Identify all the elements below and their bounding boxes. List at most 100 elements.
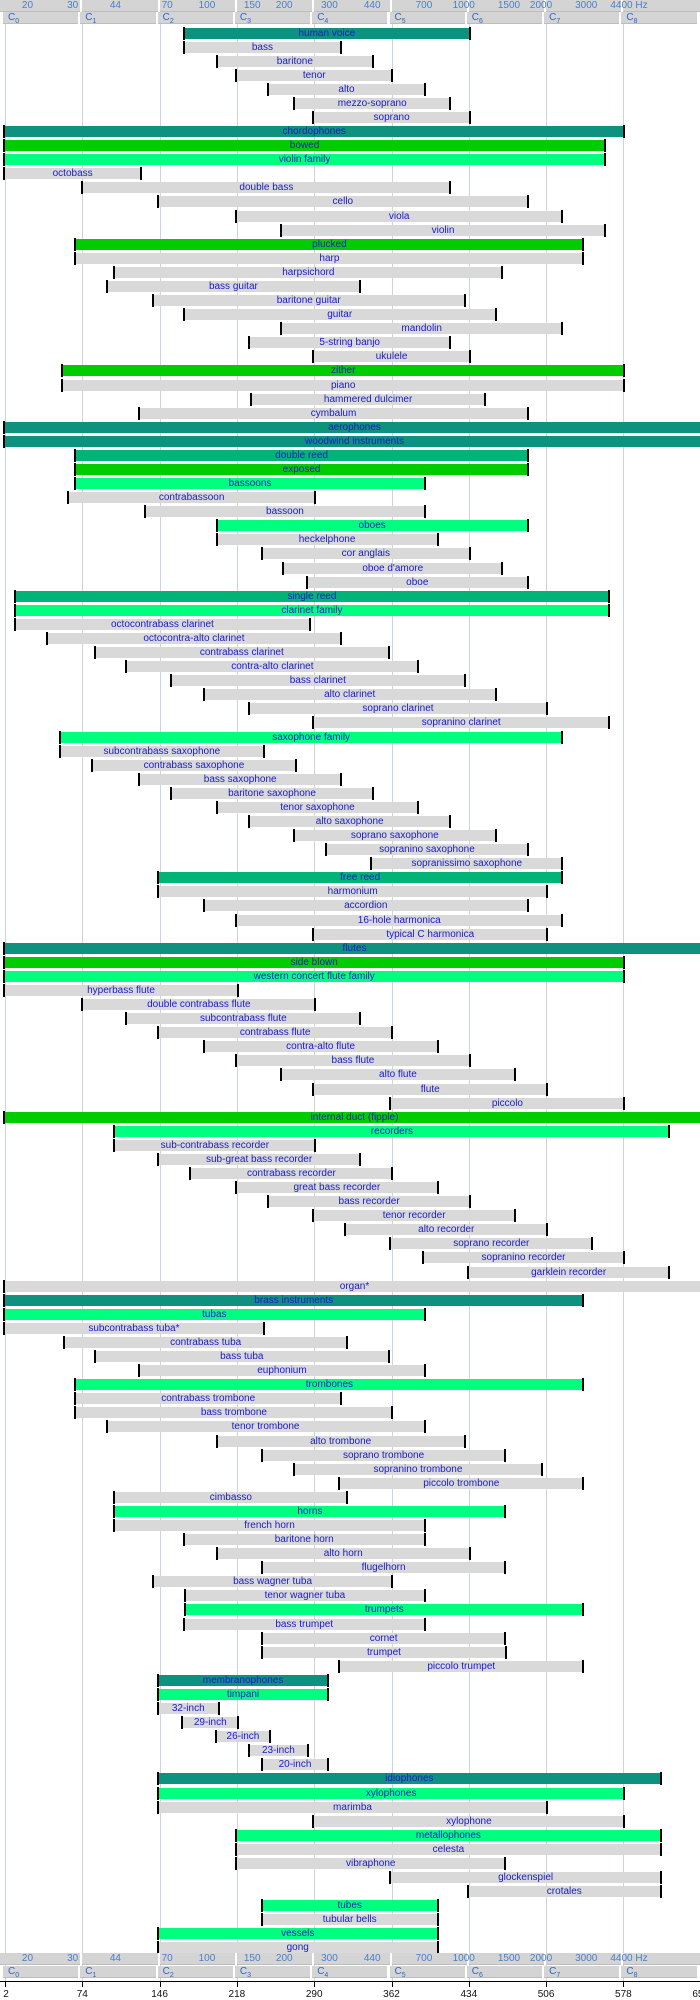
bar-start-tick [3,153,5,167]
bar-start-tick [151,1575,154,1589]
frequency-tick-label: 1500 [497,1953,521,1964]
bar-end-tick [526,406,529,420]
bar-end-tick [423,1617,426,1631]
bar-end-tick [668,1265,671,1279]
bar-fill [127,661,418,673]
range-bar-free-reed: free reed [156,871,564,885]
bar-label: 20-inch [278,1759,312,1771]
octave-label: C8 [626,12,638,25]
bar-fill [217,801,418,813]
range-bar-octobass: octobass [3,167,143,181]
bar-fill [5,1322,263,1334]
octave-gridline [546,24,548,1981]
bar-fill [115,1519,424,1531]
bar-start-tick [421,1251,424,1265]
bar-label: harpsichord [282,266,335,278]
range-bar-32-inch: 32-inch [156,1702,220,1716]
ruler-number: 434 [460,1989,478,2000]
bar-start-tick [267,1195,270,1209]
range-bar-horns: horns [113,1504,507,1518]
bar-label: oboes [358,520,386,532]
bar-start-tick [3,1110,5,1124]
bar-label: double bass [239,182,294,194]
bar-start-tick [58,744,61,758]
bar-fill [76,463,527,475]
octave-boundary-gap [621,0,624,12]
bar-label: bass wagner tuba [233,1576,313,1588]
bar-start-tick [280,1068,282,1082]
bar-end-tick [468,1547,471,1561]
range-bar-double-bass: double bass [81,181,452,195]
bar-start-tick [3,167,5,181]
range-bar-tenor-recorder: tenor recorder [312,1209,516,1223]
range-bar-vibraphone: vibraphone [235,1856,507,1870]
bar-start-tick [151,294,154,308]
bar-end-tick [582,1293,585,1307]
frequency-tick-label: 200 [275,1953,293,1964]
bar-start-tick [215,800,218,814]
bar-label: guitar [327,309,353,321]
ruler-number: 362 [383,1989,400,2000]
octave-boundary-gap [466,0,469,12]
bar-fill [391,1238,592,1250]
bar-end-tick [387,1350,390,1364]
octave-label: C6 [471,1966,483,1979]
octave-label: C4 [317,1966,329,1979]
octave-cell-c3: C3 [234,1966,311,1979]
bar-end-tick [504,1856,507,1870]
bar-end-tick [513,1068,516,1082]
frequency-tick-label: 300 [321,1953,338,1964]
range-bar-octocontrabass-clarinet: octocontrabass clarinet [13,617,312,631]
bar-fill [158,1787,624,1799]
bar-fill [314,1210,514,1222]
bar-end-tick [468,350,471,364]
range-bar-contrabass-clarinet: contrabass clarinet [94,646,390,660]
octave-boundary-gap [544,0,547,12]
octave-cell-c6: C6 [466,12,543,25]
octave-gridline [5,24,6,1981]
bar-start-tick [215,519,218,533]
bar-label: contrabass tuba [170,1336,242,1348]
frequency-tick-label: 20 [21,1953,34,1964]
bar-start-tick [260,1913,263,1927]
bar-fill [68,492,315,504]
octave-label: C1 [85,1966,97,1979]
bar-fill [262,1646,506,1658]
bar-end-tick [327,1687,330,1701]
bar-label: idiophones [385,1773,434,1785]
bar-start-tick [81,998,84,1012]
octave-cell-c4: C4 [312,1966,388,1979]
bar-end-tick [561,913,564,927]
bar-end-tick [623,955,626,969]
bar-label: garklein recorder [531,1266,607,1278]
frequency-tick-label: 30 [67,1953,79,1964]
bar-end-tick [546,702,549,716]
bar-end-tick [608,603,611,617]
bar-end-tick [237,1716,240,1730]
bar-fill [237,1182,437,1194]
bar-start-tick [3,983,5,997]
range-bar-organ: organ* [3,1279,700,1293]
bar-start-tick [169,786,172,800]
bar-end-tick [449,96,452,110]
bar-label: contrabassoon [158,492,225,504]
bar-start-tick [156,1702,159,1716]
bar-label: piccolo [491,1097,523,1109]
bar-label: piano [330,379,356,391]
bar-end-tick [623,364,626,378]
bar-end-tick [417,660,420,674]
range-bar-mandolin: mandolin [280,322,564,336]
bar-start-tick [74,251,77,265]
bar-start-tick [3,1293,5,1307]
bar-label: recorders [370,1125,414,1137]
bar-fill [107,280,360,292]
range-bar-exposed: exposed [74,462,529,476]
bar-start-tick [235,1181,238,1195]
range-bar-saxophone-family: saxophone family [58,730,564,744]
bar-fill [158,1801,547,1813]
bar-start-tick [182,308,185,322]
bar-label: sopranino trombone [373,1463,463,1475]
bar-fill [183,1717,238,1729]
range-bar-contrabass-saxophone: contrabass saxophone [91,758,297,772]
bar-label: sub-contrabass recorder [160,1139,270,1151]
